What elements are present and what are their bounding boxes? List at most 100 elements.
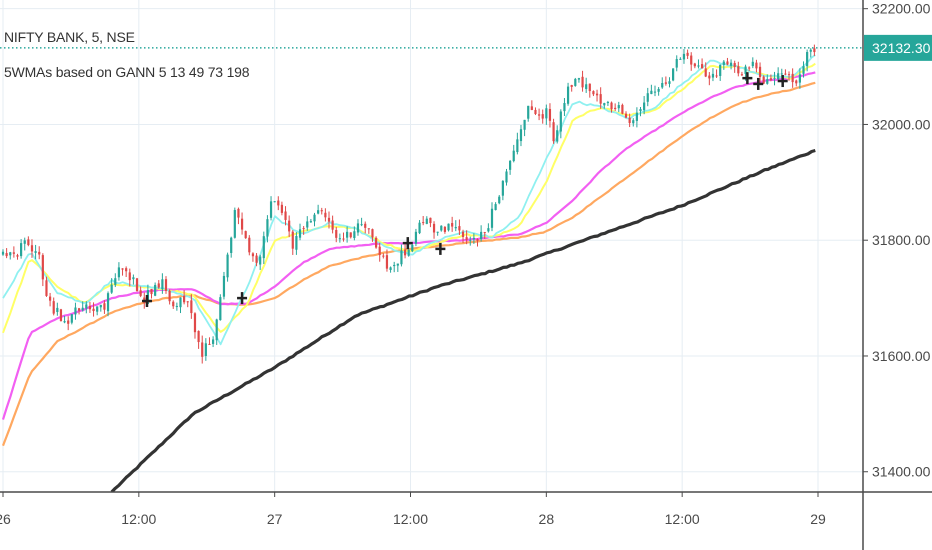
candle-body [606, 102, 610, 104]
candle-body [382, 255, 385, 257]
candle-body [530, 106, 533, 110]
candle-body [27, 239, 30, 246]
candle-body [429, 217, 432, 224]
candle-body [777, 73, 780, 80]
candle-body [215, 319, 218, 341]
candle-body [614, 107, 617, 110]
candle-body [48, 296, 52, 301]
candle-body [537, 114, 541, 116]
wma13-path [2, 62, 816, 334]
candle-body [585, 84, 588, 90]
candle-body [639, 109, 642, 112]
candle-body [309, 221, 312, 223]
candle-body [331, 220, 334, 230]
x-tick-label: 12:00 [665, 511, 700, 527]
candle-body [635, 112, 638, 121]
candle-body [106, 293, 110, 312]
candlesticks [1, 44, 816, 364]
candle-body [563, 103, 566, 112]
candle-body [672, 68, 675, 81]
candle-body [38, 251, 41, 255]
candle-body [30, 245, 34, 252]
candle-body [327, 217, 331, 222]
candle-body [414, 231, 418, 244]
candle-body [117, 267, 121, 278]
candle-body [67, 320, 70, 324]
candle-body [418, 222, 421, 234]
candle-body [603, 103, 606, 106]
candle-body [624, 113, 628, 118]
wma-198-line [110, 148, 816, 492]
candle-body [472, 237, 475, 240]
candle-body [269, 201, 273, 218]
candle-body [791, 73, 794, 83]
candle-body [262, 236, 265, 259]
candle-body [809, 49, 812, 52]
wma-73-line [1, 81, 816, 447]
candle-body [317, 210, 320, 214]
candle-body [41, 255, 44, 280]
candle-body [773, 77, 776, 79]
candle-body [139, 290, 142, 296]
candle-body [487, 228, 490, 232]
wma198-path [110, 148, 816, 492]
candle-body [342, 238, 345, 240]
candle-body [751, 61, 754, 67]
candle-body [686, 52, 689, 56]
cross-marker [753, 77, 764, 90]
candle-body [675, 59, 678, 68]
candle-body [505, 171, 508, 183]
candle-body [440, 225, 443, 231]
candle-body [349, 232, 352, 238]
y-tick-label: 31600.00 [872, 348, 931, 364]
candle-body [693, 63, 696, 67]
cross-marker [237, 292, 248, 305]
candle-body [240, 218, 244, 230]
candle-body [664, 82, 667, 84]
candle-body [396, 263, 399, 266]
cross-marker [435, 242, 446, 255]
candle-body [1, 251, 5, 255]
candle-body [559, 111, 562, 132]
y-tick-label: 32000.00 [872, 116, 931, 132]
candle-body [5, 253, 8, 257]
candle-body [592, 91, 595, 95]
candle-body [758, 66, 762, 78]
x-tick-label: 29 [810, 511, 826, 527]
cross-marker [742, 72, 753, 85]
candle-body [85, 304, 88, 309]
candle-body [566, 86, 570, 104]
candle-body [12, 252, 15, 254]
candle-body [114, 278, 117, 285]
cross-markers [141, 72, 788, 307]
candle-body [545, 108, 548, 119]
candle-body [288, 220, 291, 232]
wma-13-line [2, 62, 816, 334]
candle-body [81, 307, 84, 311]
candle-body [237, 208, 240, 218]
candle-body [711, 73, 715, 78]
candle-body [798, 74, 801, 83]
candle-body [378, 246, 381, 256]
candle-body [77, 308, 81, 311]
candle-body [92, 308, 95, 312]
candle-body [367, 228, 370, 230]
candle-body [657, 88, 660, 92]
candle-body [729, 62, 733, 66]
candle-body [135, 278, 139, 292]
symbol-title: NIFTY BANK, 5, NSE [4, 29, 135, 45]
candle-body [577, 78, 581, 80]
candle-body [96, 306, 99, 312]
candle-body [813, 48, 816, 53]
candle-body [364, 223, 367, 228]
candle-body [512, 150, 515, 162]
candle-body [744, 66, 747, 74]
candle-body [447, 223, 450, 231]
candle-body [766, 79, 769, 84]
candle-body [784, 73, 787, 75]
candle-body [45, 280, 48, 296]
candle-body [273, 201, 276, 203]
candle-body [335, 229, 338, 238]
candle-body [451, 223, 454, 227]
